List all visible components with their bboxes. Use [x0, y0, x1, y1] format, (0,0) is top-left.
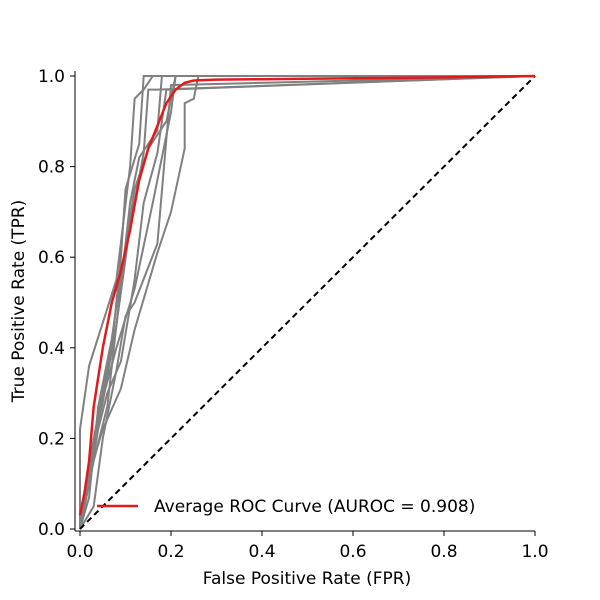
x-tick-label: 0.8: [430, 542, 457, 562]
y-tick-label: 0.6: [38, 248, 65, 268]
fold-roc-curve-9: [79, 75, 535, 530]
fold-roc-curve-1: [79, 75, 535, 529]
x-tick-label: 1.0: [521, 542, 548, 562]
x-axis-label: False Positive Rate (FPR): [203, 569, 412, 589]
y-tick-label: 0.2: [38, 429, 65, 449]
legend-label-average: Average ROC Curve (AUROC = 0.908): [154, 497, 475, 517]
chance-diagonal-line: [79, 75, 536, 530]
fold-roc-curve-6: [79, 75, 535, 530]
fold-roc-curve-8: [79, 75, 536, 530]
fold-roc-curves: [79, 75, 536, 530]
y-tick-label: 0.4: [38, 339, 65, 359]
y-tick-label: 0.8: [38, 158, 65, 178]
x-tick-label: 0.0: [66, 542, 93, 562]
x-tick-label: 0.2: [157, 542, 184, 562]
x-axis-ticks: 0.0 0.2 0.4 0.6 0.8 1.0: [66, 531, 549, 562]
x-tick-label: 0.4: [248, 542, 275, 562]
y-axis-ticks: 0.0 0.2 0.4 0.6 0.8 1.0: [38, 67, 75, 540]
average-roc-curve: [78, 74, 536, 516]
y-tick-label: 0.0: [38, 520, 65, 540]
y-tick-label: 1.0: [38, 67, 65, 87]
legend: Average ROC Curve (AUROC = 0.908): [97, 497, 475, 517]
y-axis-label: True Positive Rate (TPR): [9, 200, 29, 404]
x-tick-label: 0.6: [339, 542, 366, 562]
